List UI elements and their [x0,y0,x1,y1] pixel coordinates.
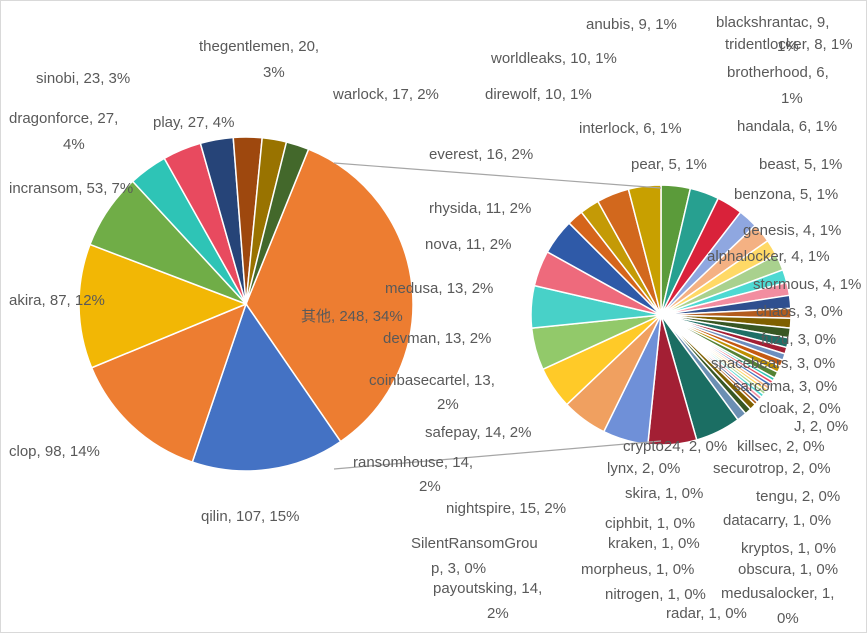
secondary-label-devman-37: devman, 13, 2% [383,330,491,347]
main-label-sinobi-7: sinobi, 23, 3% [36,70,130,87]
secondary-label-chaos-10: chaos, 3, 0% [756,303,843,320]
data-labels: 其他, 248, 34% qilin, 107, 15% clop, 98, 14%… [9,14,861,627]
secondary-label-line-payoutsking-1: 2% [487,605,509,622]
secondary-label-benzona-6: benzona, 5, 1% [734,186,838,203]
secondary-label-j-15: J, 2, 0% [794,418,848,435]
secondary-label-genesis-7: genesis, 4, 1% [743,222,841,239]
secondary-label-line-blackshrantac-0: blackshrantac, 9, [716,14,829,31]
secondary-label-coinbasecartel-36: coinbasecartel, 13, 2% [369,372,495,413]
secondary-label-tridentlocker-2: tridentlocker, 8, 1% [725,36,853,53]
secondary-label-handala-4: handala, 6, 1% [737,118,837,135]
secondary-label-blackshrantac-1: blackshrantac, 9, 1% [716,14,829,55]
secondary-label-anubis-0: anubis, 9, 1% [586,16,677,33]
secondary-label-line-brotherhood-1: 1% [781,90,803,107]
secondary-label-kryptos-20: kryptos, 1, 0% [741,540,836,557]
secondary-label-pear-41: pear, 5, 1% [631,156,707,173]
secondary-label-crypto24-30: crypto24, 2, 0% [623,438,727,455]
main-slice-clop-2 [90,302,248,464]
secondary-label-lynx-29: lynx, 2, 0% [607,460,680,477]
main-label-line-thegentlemen-1: 3% [263,64,285,81]
main-label-play-6: play, 27, 4% [153,114,234,131]
secondary-label-nitrogen-24: nitrogen, 1, 0% [605,586,706,603]
secondary-label-radar-23: radar, 1, 0% [666,605,747,622]
secondary-pie [530,184,792,446]
secondary-label-line-medusalocker-1: 0% [777,610,799,627]
secondary-label-silentransomgroup-31: SilentRansomGrou p, 3, 0% [411,535,538,577]
main-label-warlock-9: warlock, 17, 2% [332,86,439,103]
main-slice-other-0 [245,148,414,443]
secondary-label-ciphbit-27: ciphbit, 1, 0% [605,515,695,532]
secondary-label-line-payoutsking-0: payoutsking, 14, [433,580,542,597]
secondary-label-fuzu-11: fuzu, 3, 0% [761,331,836,348]
secondary-label-line-medusalocker-0: medusalocker, 1, [721,585,834,602]
secondary-label-skira-28: skira, 1, 0% [625,485,703,502]
secondary-label-interlock-42: interlock, 6, 1% [579,120,682,137]
secondary-label-securotrop-17: securotrop, 2, 0% [713,460,831,477]
connector-line-bottom [333,440,662,470]
secondary-label-nova-39: nova, 11, 2% [425,236,511,253]
secondary-label-datacarry-19: datacarry, 1, 0% [723,512,831,529]
secondary-label-rhysida-40: rhysida, 11, 2% [429,200,531,217]
secondary-label-line-blackshrantac-1: 1% [777,38,799,55]
secondary-label-safepay-35: safepay, 14, 2% [425,424,531,441]
main-label-akira-3: akira, 87, 12% [9,292,105,309]
main-slice-everest-10 [245,141,310,305]
secondary-label-line-silentransomgroup-0: SilentRansomGrou [411,535,538,552]
connector-lines [333,162,662,470]
main-label-thegentlemen-8: thegentlemen, 20, 3% [199,38,319,81]
secondary-slice-worldleaks-44 [627,184,662,316]
secondary-label-sarcoma-13: sarcoma, 3, 0% [733,378,837,395]
secondary-label-direwolf-43: direwolf, 10, 1% [485,86,592,103]
main-slice-akira-3 [78,243,249,369]
secondary-label-line-ransomhouse-0: ransomhouse, 14, [353,454,473,471]
secondary-label-line-ransomhouse-1: 2% [419,478,441,495]
main-slice-qilin-1 [191,302,342,472]
secondary-label-brotherhood-3: brotherhood, 6, 1% [727,64,829,107]
secondary-label-morpheus-25: morpheus, 1, 0% [581,561,694,578]
secondary-label-medusalocker-22: medusalocker, 1, 0% [721,585,834,627]
secondary-label-line-silentransomgroup-1: p, 3, 0% [431,560,486,577]
main-label-line-thegentlemen-0: thegentlemen, 20, [199,38,319,55]
secondary-label-cloak-14: cloak, 2, 0% [759,400,841,417]
main-label-other-0: 其他, 248, 34% [301,308,403,325]
main-label-everest-10: everest, 16, 2% [429,146,533,163]
main-label-dragonforce-5: dragonforce, 27, 4% [9,110,118,153]
secondary-label-ransomhouse-34: ransomhouse, 14, 2% [353,454,473,495]
secondary-label-killsec-16: killsec, 2, 0% [737,438,825,455]
connector-line-top [333,162,662,189]
main-label-incransom-4: incransom, 53, 7% [9,180,133,197]
secondary-label-stormous-9: stormous, 4, 1% [753,276,861,293]
secondary-label-kraken-26: kraken, 1, 0% [608,535,700,552]
secondary-label-worldleaks-44: worldleaks, 10, 1% [490,50,617,67]
secondary-label-beast-5: beast, 5, 1% [759,156,842,173]
main-label-line-dragonforce-1: 4% [63,136,85,153]
secondary-label-nightspire-33: nightspire, 15, 2% [446,500,566,517]
secondary-label-obscura-21: obscura, 1, 0% [738,561,838,578]
secondary-label-alphalocker-8: alphalocker, 4, 1% [707,248,830,265]
secondary-label-spacebears-12: spacebears, 3, 0% [711,355,835,372]
secondary-label-line-coinbasecartel-1: 2% [437,396,459,413]
main-label-clop-2: clop, 98, 14% [9,443,100,460]
main-pie [78,136,414,472]
main-label-line-dragonforce-0: dragonforce, 27, [9,110,118,127]
main-label-qilin-1: qilin, 107, 15% [201,508,299,525]
secondary-label-tengu-18: tengu, 2, 0% [756,488,840,505]
secondary-label-line-brotherhood-0: brotherhood, 6, [727,64,829,81]
secondary-label-payoutsking-32: payoutsking, 14, 2% [433,580,542,622]
secondary-label-medusa-38: medusa, 13, 2% [385,280,493,297]
secondary-label-line-coinbasecartel-0: coinbasecartel, 13, [369,372,495,389]
